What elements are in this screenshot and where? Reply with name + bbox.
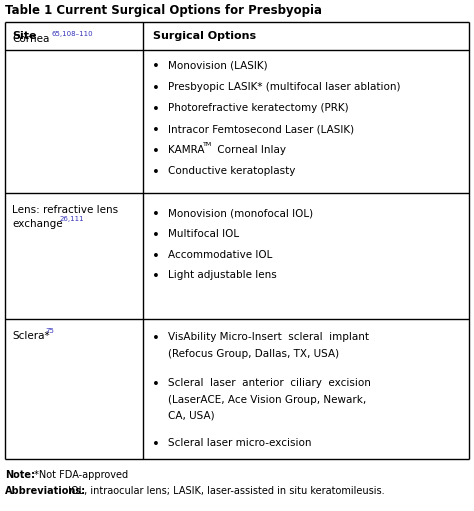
Text: Sclera*: Sclera* [12, 331, 50, 341]
Text: Abbreviations:: Abbreviations: [5, 486, 86, 496]
Text: 26,111: 26,111 [60, 216, 85, 222]
Text: Corneal Inlay: Corneal Inlay [214, 145, 286, 155]
Text: •: • [152, 438, 160, 451]
Text: •: • [152, 270, 160, 283]
Text: CA, USA): CA, USA) [168, 411, 215, 421]
Text: IOL, intraocular lens; LASIK, laser-assisted in situ keratomileusis.: IOL, intraocular lens; LASIK, laser-assi… [65, 486, 384, 496]
Text: Accommodative IOL: Accommodative IOL [168, 250, 273, 260]
Text: Surgical Options: Surgical Options [153, 31, 256, 41]
Text: Scleral laser micro-excision: Scleral laser micro-excision [168, 438, 311, 448]
Text: Scleral  laser  anterior  ciliary  excision: Scleral laser anterior ciliary excision [168, 378, 371, 388]
Text: •: • [152, 60, 160, 73]
Text: Multifocal IOL: Multifocal IOL [168, 229, 239, 239]
Text: TM: TM [203, 142, 212, 147]
Text: exchange: exchange [12, 219, 63, 229]
Text: Conductive keratoplasty: Conductive keratoplasty [168, 166, 295, 176]
Text: 75: 75 [45, 328, 54, 334]
Text: Photorefractive keratectomy (PRK): Photorefractive keratectomy (PRK) [168, 103, 348, 113]
Text: (Refocus Group, Dallas, TX, USA): (Refocus Group, Dallas, TX, USA) [168, 349, 339, 359]
Text: 65,108–110: 65,108–110 [52, 31, 94, 37]
Text: •: • [152, 250, 160, 263]
Text: Note:: Note: [5, 470, 35, 480]
Text: KAMRA: KAMRA [168, 145, 204, 155]
Text: (LaserACE, Ace Vision Group, Newark,: (LaserACE, Ace Vision Group, Newark, [168, 395, 366, 405]
Text: •: • [152, 166, 160, 179]
Text: Light adjustable lens: Light adjustable lens [168, 270, 277, 280]
Text: •: • [152, 103, 160, 116]
Text: Monovision (monofocal IOL): Monovision (monofocal IOL) [168, 208, 313, 218]
Text: •: • [152, 145, 160, 158]
Text: •: • [152, 378, 160, 391]
Text: •: • [152, 229, 160, 242]
Text: Site: Site [12, 31, 36, 41]
Text: *Not FDA-approved: *Not FDA-approved [31, 470, 128, 480]
Text: Lens: refractive lens: Lens: refractive lens [12, 205, 118, 215]
Text: •: • [152, 124, 160, 137]
Text: •: • [152, 332, 160, 345]
Text: Presbyopic LASIK* (multifocal laser ablation): Presbyopic LASIK* (multifocal laser abla… [168, 82, 401, 92]
Text: Monovision (LASIK): Monovision (LASIK) [168, 60, 268, 70]
Text: Intracor Femtosecond Laser (LASIK): Intracor Femtosecond Laser (LASIK) [168, 124, 354, 134]
Text: •: • [152, 82, 160, 95]
Text: VisAbility Micro-Insert  scleral  implant: VisAbility Micro-Insert scleral implant [168, 332, 369, 342]
Text: Cornea: Cornea [12, 34, 49, 44]
Text: Table 1 Current Surgical Options for Presbyopia: Table 1 Current Surgical Options for Pre… [5, 4, 322, 17]
Text: •: • [152, 208, 160, 221]
